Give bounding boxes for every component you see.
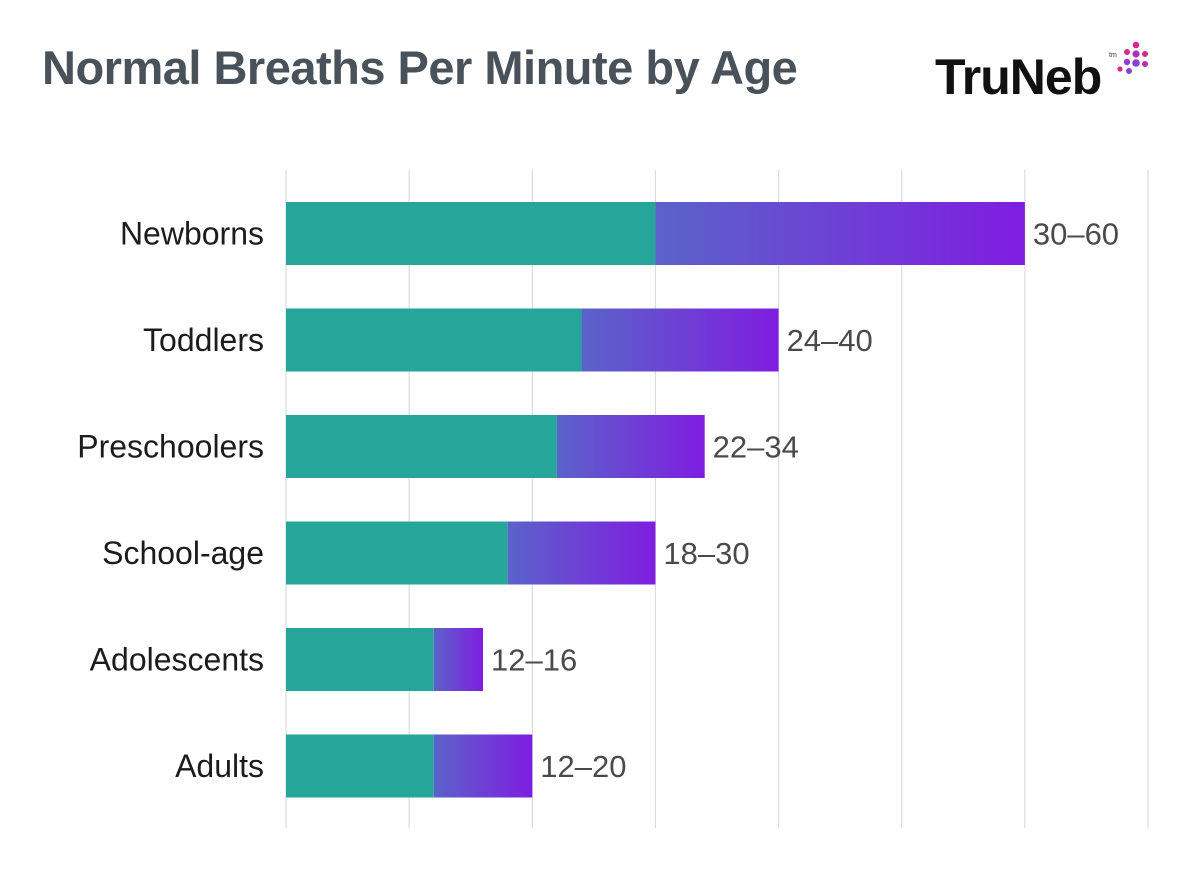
- bar-min-segment: [286, 521, 508, 585]
- bar-min-segment: [286, 415, 557, 478]
- value-label: 12–16: [491, 643, 577, 678]
- bar-range-segment: [655, 202, 1025, 265]
- bar-min-segment: [286, 202, 656, 265]
- category-label: Newborns: [120, 216, 264, 252]
- value-label: 18–30: [663, 536, 749, 571]
- category-label: Adolescents: [90, 642, 264, 678]
- bar-range-segment: [556, 415, 705, 478]
- truneb-logo: TruNeb tm: [935, 34, 1175, 114]
- value-label: 30–60: [1033, 217, 1119, 252]
- bar-range-segment: [507, 521, 656, 585]
- bar-min-segment: [286, 628, 434, 691]
- gridlines: [285, 170, 1149, 828]
- chart-title: Normal Breaths Per Minute by Age: [42, 41, 798, 94]
- category-label: Toddlers: [143, 322, 264, 358]
- category-label: Adults: [175, 748, 264, 784]
- value-label: 12–20: [540, 749, 626, 784]
- category-label: School-age: [102, 535, 264, 571]
- logo-text: TruNeb: [935, 49, 1102, 105]
- category-label: Preschoolers: [77, 429, 264, 465]
- bar-range-segment: [433, 734, 533, 798]
- bar-min-segment: [286, 308, 582, 372]
- bars: [286, 202, 1025, 798]
- labels: Newborns 30–60 Toddlers 24–40 Preschoolers 22…: [77, 216, 1119, 785]
- logo-dots-icon: [1117, 41, 1148, 74]
- logo-trademark: tm: [1109, 52, 1117, 59]
- bar-min-segment: [286, 734, 434, 798]
- value-label: 22–34: [713, 430, 799, 465]
- bar-range-segment: [581, 308, 779, 372]
- bar-range-segment: [433, 628, 484, 691]
- value-label: 24–40: [787, 323, 873, 358]
